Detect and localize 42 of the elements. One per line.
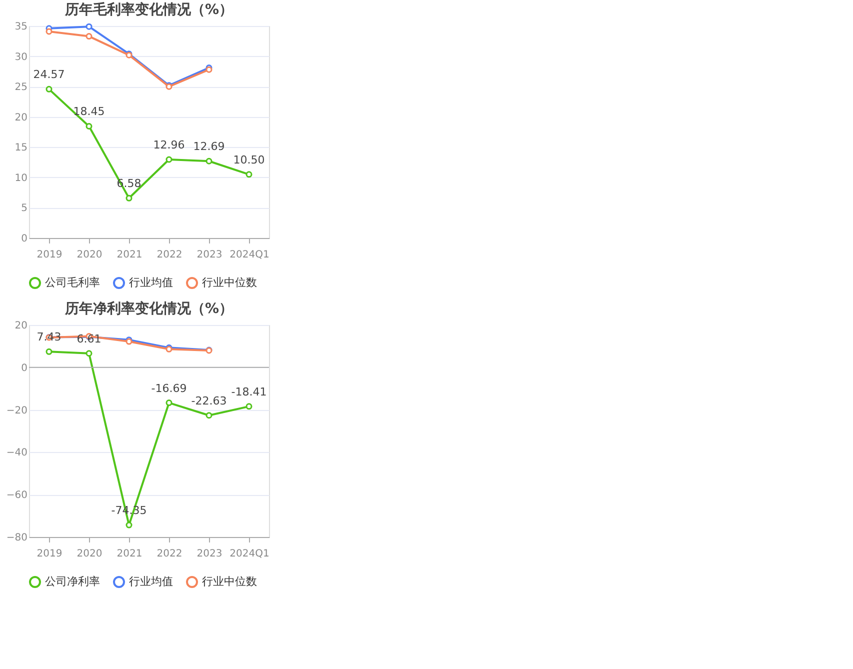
x-tick-label: 2023	[196, 548, 222, 560]
data-label: -18.41	[231, 385, 267, 398]
data-label: 24.57	[33, 68, 65, 82]
y-tick-label: −40	[6, 448, 28, 459]
y-tick-label: 5	[21, 203, 28, 214]
y-tick-label: 10	[14, 172, 28, 184]
legend-label: 公司净利率	[45, 575, 100, 588]
data-label: -22.63	[191, 394, 227, 408]
y-tick-label: 0	[21, 362, 28, 374]
x-tick-label: 2021	[116, 548, 142, 560]
y-tick-label: 0	[21, 234, 28, 244]
legend-label: 行业中位数	[202, 276, 257, 289]
y-tick-label: 30	[14, 52, 28, 63]
x-tick-label: 2022	[156, 250, 182, 260]
legend-label: 行业均值	[129, 575, 173, 588]
y-tick-label: 20	[14, 320, 28, 332]
y-tick-label: −60	[6, 490, 28, 502]
legend-label: 行业均值	[129, 276, 173, 289]
x-tick-label: 2020	[76, 548, 102, 560]
x-tick-label: 2023	[196, 250, 222, 260]
y-tick-label: 35	[14, 22, 28, 32]
legend-label: 行业中位数	[202, 575, 257, 588]
y-tick-label: −80	[6, 532, 28, 544]
data-label: -16.69	[151, 382, 187, 395]
y-tick-label: 20	[14, 112, 28, 124]
chart-title: 历年毛利率变化情况（%）	[64, 1, 234, 18]
chart-title: 历年净利率变化情况（%）	[64, 300, 234, 317]
x-tick-label: 2020	[76, 250, 102, 260]
x-tick-label: 2024Q1	[230, 548, 270, 560]
y-tick-label: −20	[6, 405, 28, 416]
x-tick-label: 2019	[36, 250, 62, 260]
x-tick-label: 2024Q1	[230, 250, 270, 260]
x-tick-label: 2021	[116, 250, 142, 260]
x-tick-label: 2022	[156, 548, 182, 560]
y-tick-label: 25	[14, 82, 28, 94]
data-label: 12.69	[193, 140, 225, 154]
data-label: 18.45	[73, 105, 105, 118]
y-tick-label: 15	[14, 142, 28, 154]
legend-label: 公司毛利率	[45, 276, 100, 289]
x-tick-label: 2019	[36, 548, 62, 560]
data-label: 10.50	[233, 153, 265, 166]
data-label: 12.96	[153, 138, 185, 152]
